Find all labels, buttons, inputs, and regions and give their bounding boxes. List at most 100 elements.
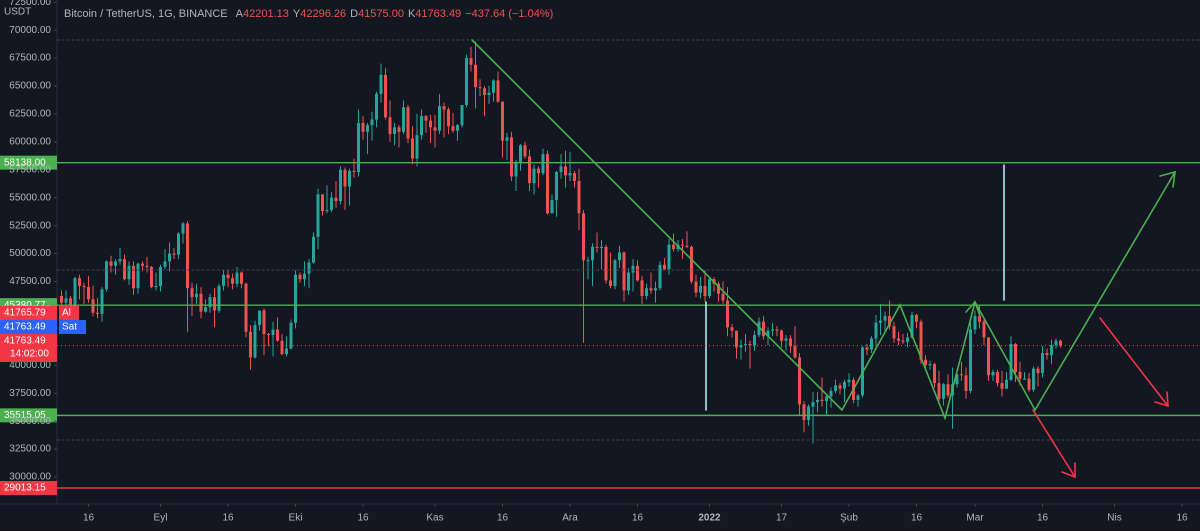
- candle-body: [1005, 379, 1008, 389]
- ohlc-key: D: [350, 8, 358, 20]
- level-tag: [0, 408, 57, 423]
- candle-body: [325, 210, 329, 212]
- candle-body: [1054, 340, 1058, 346]
- candle-body: [694, 281, 698, 293]
- candle-body: [298, 274, 302, 280]
- candle-body: [100, 289, 104, 314]
- candle-body: [703, 285, 707, 297]
- candle-body: [757, 321, 761, 336]
- candle-body: [433, 127, 437, 131]
- candle-body: [811, 402, 815, 407]
- arrow: [1099, 317, 1169, 407]
- price-tag-side[interactable]: [59, 306, 79, 320]
- level-label: 29013.15: [4, 483, 46, 494]
- candle-body: [366, 125, 369, 132]
- candle-body: [586, 260, 590, 262]
- candle-body: [204, 307, 207, 312]
- candle-body: [933, 364, 936, 384]
- candle-body: [798, 357, 801, 405]
- level-label: 35515.05: [4, 410, 46, 421]
- y-tick-label: 40000.00: [9, 360, 51, 371]
- price-tags: 41765.79 Al 41763.49 Sat 41763.49 14:02:00: [0, 306, 1200, 362]
- candle-body: [681, 244, 684, 246]
- candle-body: [946, 384, 950, 396]
- level-label: 45380.77: [4, 300, 46, 311]
- candle-body: [838, 385, 842, 389]
- x-tick-label: 16: [1176, 513, 1188, 524]
- y-tick-label: 35000.00: [9, 416, 51, 427]
- arrow-head: [1061, 462, 1076, 479]
- level-label: 58138.00: [4, 157, 46, 168]
- x-tick-label: Nis: [1107, 513, 1121, 524]
- candle-body: [744, 344, 747, 346]
- ohlc-value: 42296.26: [300, 8, 346, 20]
- candle-body: [307, 262, 311, 274]
- candle-body: [991, 371, 995, 376]
- candle-body: [91, 299, 95, 313]
- candle-body: [244, 283, 248, 332]
- candle-body: [105, 261, 108, 290]
- candle-body: [397, 127, 401, 132]
- candle-body: [901, 340, 905, 342]
- candle-body: [123, 259, 126, 280]
- candle-body: [942, 384, 945, 399]
- candle-body: [717, 283, 720, 294]
- price-tag-side[interactable]: [59, 320, 86, 334]
- candle-body: [546, 154, 549, 214]
- candle-body: [222, 274, 225, 286]
- y-tick-label: 57500.00: [9, 164, 51, 175]
- candle-body: [987, 337, 990, 376]
- candle-body: [465, 58, 468, 105]
- candle-body: [235, 272, 239, 284]
- price-tag-note: Sat: [62, 322, 77, 333]
- candle-body: [348, 170, 351, 187]
- ohlc-value: 41763.49: [415, 8, 461, 20]
- price-tag-note: 14:02:00: [10, 349, 49, 360]
- candle-body: [127, 265, 131, 280]
- price-tag: [0, 320, 57, 334]
- candle-body: [492, 80, 495, 93]
- candle-body: [843, 382, 846, 389]
- candle-body: [136, 263, 140, 289]
- candle-body: [78, 278, 81, 286]
- candle-body: [132, 265, 135, 289]
- candle-body: [469, 58, 473, 65]
- candle-body: [1045, 352, 1049, 356]
- candle-body: [1059, 340, 1062, 346]
- x-tick-label: 16: [632, 513, 644, 524]
- x-tick-label: 16: [83, 513, 95, 524]
- candle-body: [357, 122, 360, 173]
- candle-body: [870, 338, 873, 350]
- candle-body: [262, 310, 266, 334]
- candle-body: [478, 87, 482, 89]
- candle-body: [1050, 345, 1053, 356]
- candle-body: [253, 325, 257, 358]
- candle-body: [456, 125, 459, 131]
- candle-body: [487, 92, 491, 95]
- change: −437.64 (−1.04%): [465, 8, 553, 20]
- candle-body: [609, 280, 612, 286]
- price-tag: [0, 306, 57, 320]
- candle-body: [955, 374, 959, 385]
- price-tag-label: 41763.49: [4, 336, 46, 347]
- y-tick-label: 52500.00: [9, 220, 51, 231]
- candle-body: [888, 316, 891, 327]
- candle-body: [60, 296, 63, 303]
- candle-body: [406, 107, 410, 139]
- candle-body: [429, 120, 432, 128]
- candle-body: [847, 379, 851, 383]
- candle-body: [370, 119, 374, 126]
- arrow-head: [1159, 170, 1176, 188]
- candle-body: [1041, 352, 1044, 374]
- candle-body: [267, 333, 270, 336]
- candle-body: [280, 340, 284, 355]
- candle-body: [973, 316, 977, 330]
- candle-body: [415, 135, 419, 159]
- ohlc-value: 41575.00: [358, 8, 404, 20]
- candle-body: [519, 145, 522, 164]
- candle-body: [897, 338, 900, 341]
- candle-body: [109, 261, 113, 266]
- candle-body: [177, 233, 180, 255]
- candle-body: [906, 337, 909, 342]
